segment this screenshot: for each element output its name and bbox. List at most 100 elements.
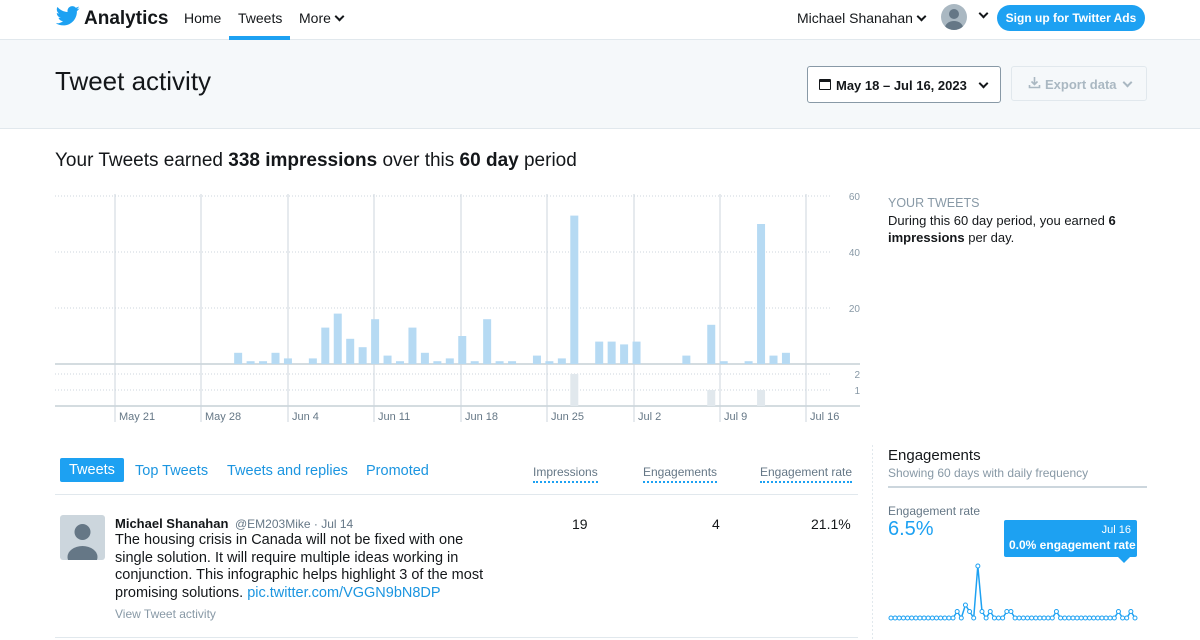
sparkline-point[interactable]	[913, 615, 919, 621]
sparkline-point[interactable]	[1082, 615, 1088, 621]
brand[interactable]: Analytics	[55, 6, 168, 31]
sparkline-point[interactable]	[909, 615, 915, 621]
nav-more[interactable]: More	[299, 10, 345, 26]
sparkline-point[interactable]	[896, 615, 902, 621]
side-note-text: During this 60 day period, you earned 6 …	[888, 212, 1148, 246]
sparkline-point[interactable]	[967, 609, 973, 614]
chevron-down-icon[interactable]	[978, 8, 989, 19]
sparkline-point[interactable]	[1107, 615, 1113, 621]
sparkline-point[interactable]	[1033, 615, 1039, 621]
sparkline-point[interactable]	[1066, 615, 1072, 621]
column-engagement-rate[interactable]: Engagement rate	[760, 465, 853, 483]
sparkline-point[interactable]	[991, 615, 997, 621]
export-data-button[interactable]: Export data	[1011, 66, 1147, 101]
sparkline-point[interactable]	[929, 615, 935, 621]
sparkline-point[interactable]	[1016, 615, 1022, 621]
sparkline-point[interactable]	[892, 615, 898, 621]
sign-up-ads-button[interactable]: Sign up for Twitter Ads	[997, 5, 1145, 31]
view-tweet-activity-link[interactable]: View Tweet activity	[115, 607, 216, 621]
sparkline-point[interactable]	[1008, 609, 1014, 614]
impression-bar	[346, 338, 355, 364]
sparkline-point[interactable]	[1029, 615, 1035, 621]
date-range-label: May 18 – Jul 16, 2023	[836, 78, 967, 93]
sparkline-point[interactable]	[950, 615, 956, 621]
date-range-picker[interactable]: May 18 – Jul 16, 2023	[807, 66, 1001, 103]
sparkline-point[interactable]	[888, 615, 894, 621]
sparkline-point[interactable]	[1058, 615, 1064, 621]
sparkline-point[interactable]	[1037, 615, 1043, 621]
tab-promoted[interactable]: Promoted	[366, 463, 429, 479]
sparkline-point[interactable]	[983, 615, 989, 621]
your-tweets-note: YOUR TWEETS During this 60 day period, y…	[888, 195, 1148, 246]
sparkline-point[interactable]	[987, 609, 993, 614]
sparkline-point[interactable]	[1103, 615, 1109, 621]
sparkline-point[interactable]	[971, 615, 977, 621]
user-name: Michael Shanahan	[797, 10, 913, 26]
user-menu[interactable]: Michael Shanahan	[797, 10, 927, 26]
sparkline-point[interactable]	[1124, 615, 1130, 621]
sparkline-point[interactable]	[938, 615, 944, 621]
nav-home[interactable]: Home	[184, 10, 222, 26]
engagement-sparkline[interactable]	[888, 560, 1138, 626]
sparkline-point[interactable]	[979, 609, 985, 614]
sparkline-point[interactable]	[1012, 615, 1018, 621]
sparkline-point[interactable]	[996, 615, 1002, 621]
sparkline-point[interactable]	[1074, 615, 1080, 621]
sparkline-point[interactable]	[900, 615, 906, 621]
impression-bar	[744, 361, 753, 364]
sparkline-point[interactable]	[1049, 615, 1055, 621]
sparkline-point[interactable]	[905, 615, 911, 621]
sparkline-point[interactable]	[1078, 615, 1084, 621]
tab-top-tweets[interactable]: Top Tweets	[135, 463, 209, 479]
sparkline-point[interactable]	[1115, 609, 1121, 614]
tweet-link[interactable]: pic.twitter.com/VGGN9bN8DP	[247, 584, 441, 601]
sparkline-point[interactable]	[954, 609, 960, 614]
sparkline-point[interactable]	[1070, 615, 1076, 621]
sparkline-point[interactable]	[1095, 615, 1101, 621]
sparkline-point[interactable]	[1062, 615, 1068, 621]
sparkline-point[interactable]	[1041, 615, 1047, 621]
x-tick-label: Jul 2	[638, 411, 661, 423]
tab-tweets[interactable]: Tweets	[60, 458, 124, 482]
avatar[interactable]	[941, 4, 967, 30]
impression-bar	[470, 361, 479, 364]
sparkline-point[interactable]	[1091, 615, 1097, 621]
sparkline-point[interactable]	[962, 602, 968, 608]
sparkline-point[interactable]	[925, 615, 931, 621]
chevron-down-icon	[978, 78, 989, 89]
x-tick-label: Jun 4	[292, 411, 319, 423]
sparkline-point[interactable]	[1132, 615, 1138, 621]
sparkline-point[interactable]	[933, 615, 939, 621]
sparkline-point[interactable]	[917, 615, 923, 621]
sparkline-point[interactable]	[1004, 609, 1010, 614]
impression-bar	[246, 361, 255, 364]
tweet-author[interactable]: Michael Shanahan	[115, 516, 229, 531]
sparkline-point[interactable]	[1128, 609, 1134, 614]
column-engagements[interactable]: Engagements	[643, 465, 718, 483]
sparkline-point[interactable]	[946, 615, 952, 621]
impression-bar	[607, 341, 616, 364]
sparkline-point[interactable]	[1099, 615, 1105, 621]
divider	[55, 637, 858, 638]
sparkline-point[interactable]	[958, 615, 964, 621]
tooltip-arrow	[1118, 557, 1130, 563]
sparkline-point[interactable]	[1020, 615, 1026, 621]
engagement-bar	[757, 390, 766, 406]
tab-tweets-and-replies[interactable]: Tweets and replies	[227, 463, 348, 479]
sparkline-point[interactable]	[1120, 615, 1126, 621]
y-tick-label: 2	[854, 370, 860, 381]
avatar[interactable]	[60, 515, 105, 560]
sparkline-point[interactable]	[921, 615, 927, 621]
sparkline-point[interactable]	[1024, 615, 1030, 621]
column-impressions[interactable]: Impressions	[533, 465, 598, 483]
impression-bar	[495, 361, 504, 364]
sparkline-point[interactable]	[1045, 615, 1051, 621]
nav-tweets[interactable]: Tweets	[238, 10, 283, 26]
sparkline-point[interactable]	[942, 615, 948, 621]
sparkline-point[interactable]	[1111, 615, 1117, 621]
sparkline-point[interactable]	[1053, 609, 1059, 614]
sparkline-point[interactable]	[1000, 615, 1006, 621]
sparkline-point[interactable]	[975, 563, 981, 569]
y-tick-label: 1	[854, 386, 860, 397]
sparkline-point[interactable]	[1087, 615, 1093, 621]
